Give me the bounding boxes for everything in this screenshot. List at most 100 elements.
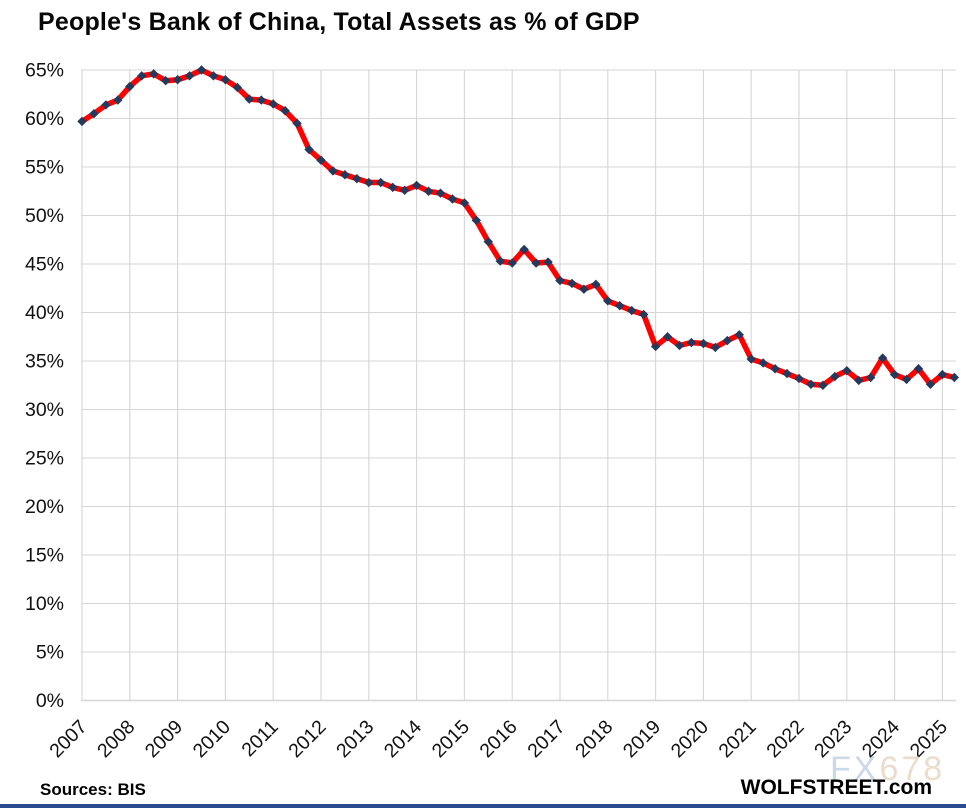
- y-tick-label: 65%: [25, 60, 64, 82]
- data-point-marker: [268, 99, 278, 109]
- data-point-marker: [603, 296, 613, 306]
- data-point-marker: [842, 366, 852, 376]
- data-point-marker: [638, 309, 649, 320]
- data-point-marker: [925, 379, 936, 389]
- x-tick-label: 2019: [619, 716, 665, 762]
- data-point-marker: [901, 374, 912, 385]
- x-tick-label: 2022: [762, 716, 808, 762]
- data-point-marker: [483, 236, 493, 247]
- data-point-marker: [137, 71, 147, 81]
- data-point-marker: [615, 301, 625, 311]
- data-point-marker: [710, 342, 721, 353]
- data-point-marker: [734, 330, 744, 340]
- data-point-marker: [650, 341, 661, 352]
- data-point-marker: [746, 354, 756, 364]
- data-point-marker: [304, 144, 314, 155]
- data-point-marker: [854, 375, 864, 386]
- data-point-marker: [937, 369, 948, 380]
- data-point-marker: [399, 185, 410, 195]
- data-point-marker: [89, 108, 99, 119]
- data-point-marker: [172, 75, 183, 85]
- data-point-marker: [196, 65, 207, 75]
- data-point-marker: [352, 173, 362, 184]
- x-tick-label: 2013: [332, 716, 378, 762]
- y-tick-label: 35%: [25, 351, 64, 373]
- x-tick-label: 2007: [45, 716, 91, 762]
- y-tick-label: 25%: [25, 448, 64, 470]
- x-tick-label: 2021: [714, 716, 760, 762]
- data-point-marker: [149, 69, 159, 79]
- watermark: FX678: [830, 750, 945, 789]
- data-point-marker: [423, 186, 434, 196]
- data-point-marker: [674, 340, 685, 351]
- y-tick-label: 20%: [25, 496, 64, 518]
- x-tick-label: 2009: [141, 716, 187, 762]
- data-point-marker: [101, 100, 111, 110]
- x-tick-label: 2014: [380, 716, 426, 762]
- x-tick-label: 2011: [238, 716, 283, 761]
- x-tick-label: 2017: [523, 716, 569, 762]
- data-point-marker: [435, 188, 446, 198]
- data-point-marker: [113, 95, 123, 105]
- data-point-marker: [519, 244, 529, 255]
- y-tick-label: 5%: [36, 642, 64, 664]
- y-tick-label: 30%: [25, 399, 64, 421]
- data-point-marker: [220, 75, 231, 85]
- bottom-accent-bar: [0, 804, 966, 808]
- x-tick-label: 2018: [571, 716, 617, 762]
- data-point-marker: [388, 182, 398, 193]
- data-point-marker: [770, 364, 780, 374]
- data-point-marker: [471, 215, 482, 226]
- data-point-marker: [543, 257, 553, 267]
- data-point-marker: [447, 194, 458, 204]
- data-point-marker: [579, 284, 589, 294]
- x-tick-label: 2016: [475, 716, 521, 762]
- data-point-marker: [208, 71, 219, 81]
- data-point-marker: [591, 279, 601, 290]
- watermark-part2: 678: [879, 750, 946, 788]
- data-point-marker: [340, 170, 350, 180]
- data-point-marker: [376, 177, 386, 188]
- data-point-marker: [531, 258, 541, 268]
- sources-label: Sources: BIS: [40, 780, 146, 799]
- data-point-marker: [256, 95, 266, 105]
- data-point-marker: [411, 180, 422, 191]
- data-point-marker: [722, 335, 732, 346]
- data-point-marker: [364, 177, 374, 188]
- data-point-marker: [877, 353, 888, 363]
- brand-label: WOLFSTREET.com: [740, 776, 932, 799]
- x-tick-label: 2015: [428, 716, 474, 762]
- data-point-marker: [627, 305, 637, 316]
- data-point-marker: [806, 379, 816, 389]
- y-tick-label: 40%: [25, 302, 64, 324]
- data-point-marker: [686, 337, 697, 348]
- data-point-marker: [232, 82, 243, 93]
- data-point-marker: [125, 81, 135, 92]
- data-point-marker: [77, 116, 87, 127]
- y-tick-label: 10%: [25, 593, 64, 615]
- y-tick-label: 60%: [25, 108, 64, 130]
- data-point-marker: [328, 166, 338, 176]
- data-point-marker: [830, 371, 840, 382]
- data-point-marker: [949, 372, 960, 383]
- y-tick-label: 45%: [25, 254, 64, 276]
- x-tick-label: 2008: [93, 716, 139, 762]
- data-point-marker: [818, 380, 828, 390]
- data-point-marker: [280, 106, 290, 116]
- data-point-marker: [507, 258, 517, 268]
- data-point-marker: [567, 278, 577, 289]
- data-point-marker: [495, 256, 505, 266]
- data-point-marker: [913, 364, 924, 374]
- data-point-marker: [758, 358, 768, 368]
- data-point-marker: [794, 373, 804, 384]
- y-tick-label: 50%: [25, 205, 64, 227]
- data-point-marker: [459, 198, 470, 208]
- x-tick-label: 2020: [667, 716, 713, 762]
- data-point-marker: [160, 75, 171, 86]
- data-point-marker: [316, 155, 326, 165]
- data-point-marker: [866, 372, 876, 383]
- y-tick-label: 55%: [25, 157, 64, 179]
- y-tick-label: 15%: [25, 545, 64, 567]
